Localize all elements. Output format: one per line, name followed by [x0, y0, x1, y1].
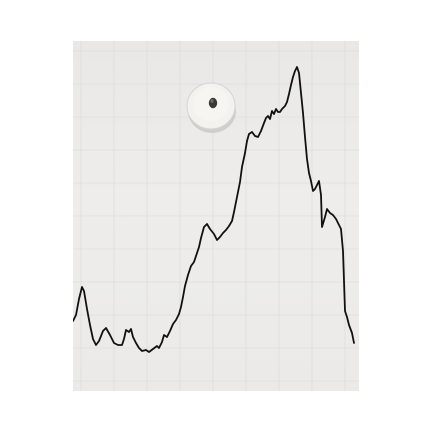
- screw-icon: [208, 97, 218, 109]
- ink-line-drawing: [73, 66, 355, 353]
- photo-of-drawing: [73, 41, 359, 391]
- round-magnet: [186, 82, 236, 133]
- photo-scene: [73, 41, 359, 391]
